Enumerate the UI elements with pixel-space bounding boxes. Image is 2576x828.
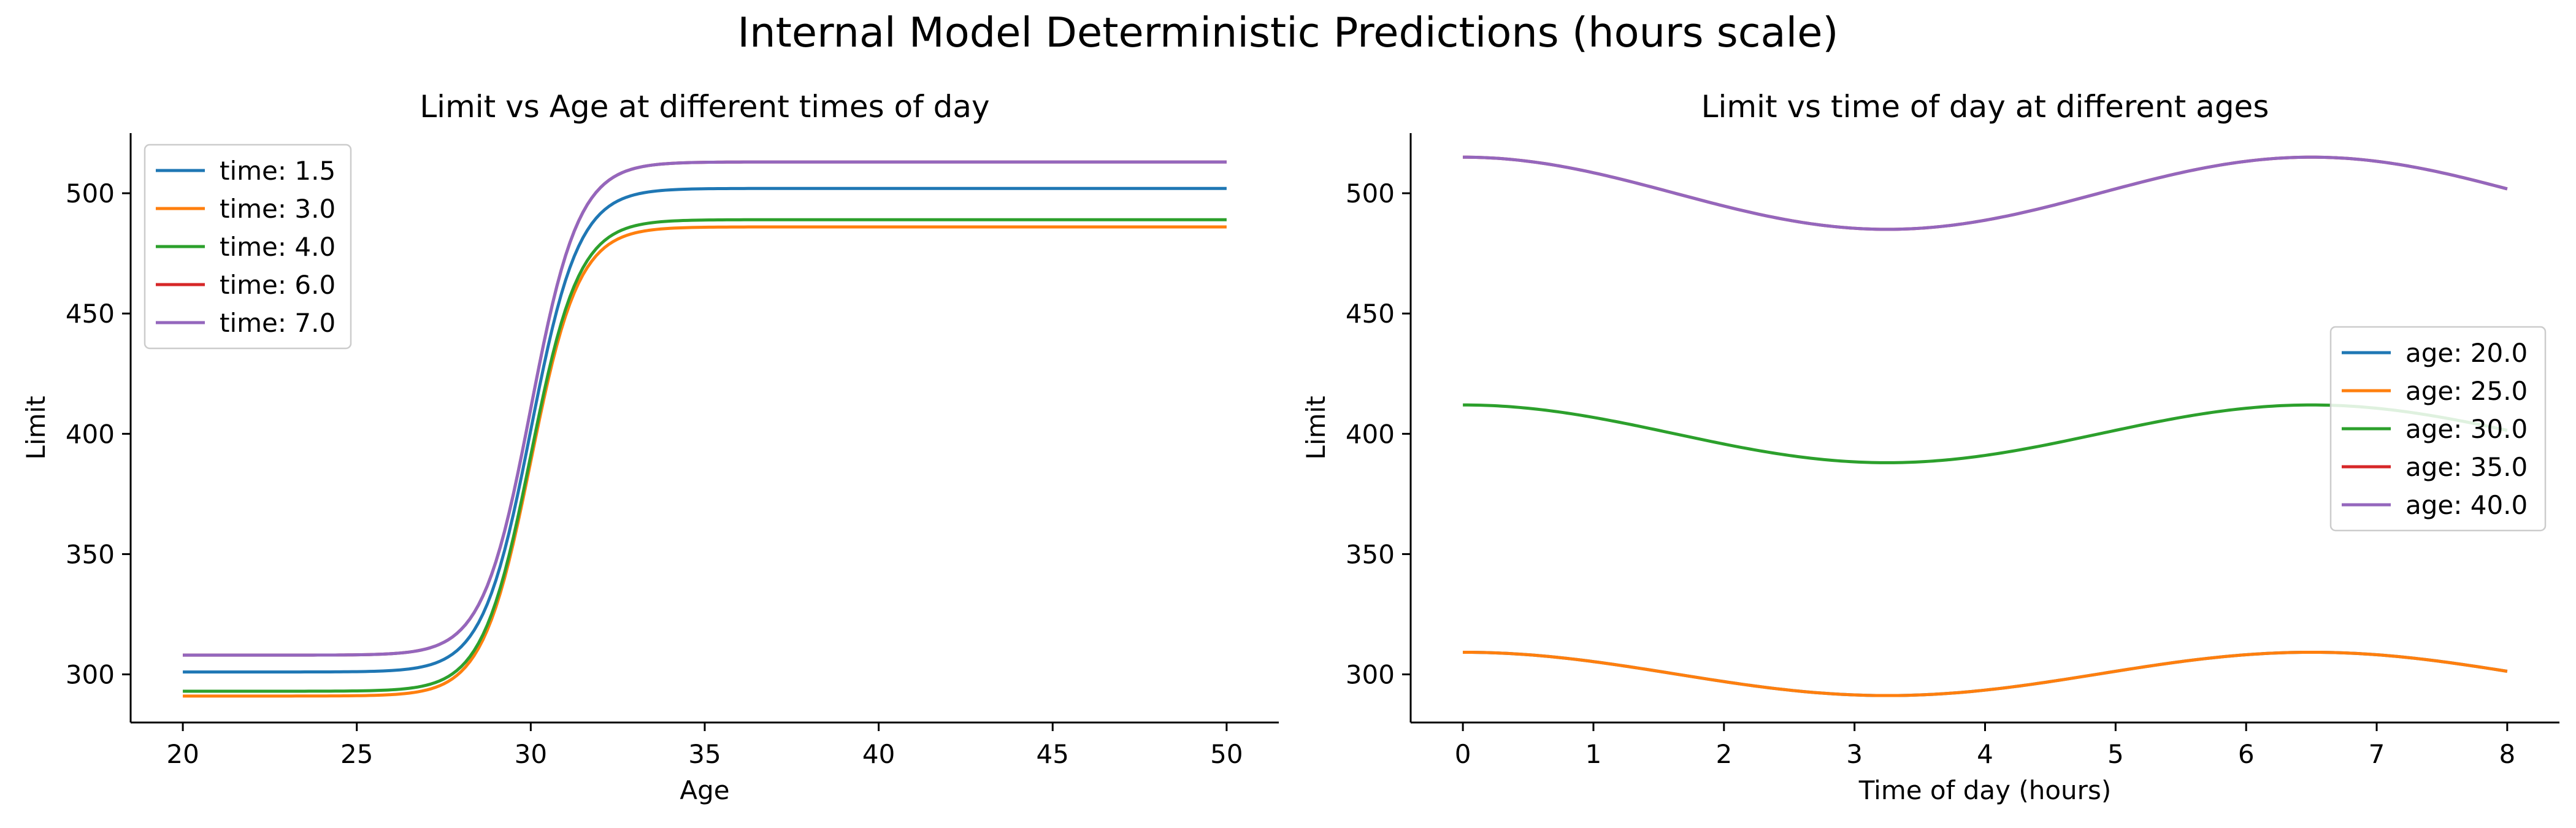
legend-label: time: 1.5: [220, 156, 335, 186]
x-tick-label: 30: [515, 739, 547, 769]
x-tick-label: 4: [1977, 739, 1993, 769]
legend-label: time: 6.0: [220, 270, 335, 300]
y-tick-label: 400: [66, 419, 115, 449]
series-line-2: [183, 225, 1227, 698]
legend-label: age: 35.0: [2405, 452, 2528, 482]
y-axis-label: Limit: [1301, 396, 1331, 459]
y-axis-label: Limit: [21, 396, 51, 459]
x-tick-label: 0: [1455, 739, 1471, 769]
series-line-5: [183, 160, 1227, 657]
x-tick-label: 25: [340, 739, 373, 769]
series-line-1: [183, 186, 1227, 674]
legend: age: 20.0 age: 25.0 age: 30.0 age: 35.0 age:…: [2329, 326, 2547, 532]
y-tick-label: 350: [1346, 539, 1395, 569]
y-tick-label: 300: [1346, 660, 1395, 690]
series-line-2: [1463, 650, 2508, 697]
x-tick-label: 6: [2238, 739, 2255, 769]
x-tick-label: 20: [166, 739, 199, 769]
x-tick-label: 8: [2499, 739, 2515, 769]
legend: time: 1.5 time: 3.0 time: 4.0 time: 6.0 time…: [144, 144, 352, 350]
y-tick-label: 450: [1346, 299, 1395, 329]
y-tick-label: 450: [66, 299, 115, 329]
x-axis-label: Age: [680, 775, 729, 805]
x-tick-label: 35: [688, 739, 721, 769]
x-axis-label: Time of day (hours): [1858, 775, 2111, 805]
legend-frame: [2329, 326, 2547, 532]
x-tick-label: 50: [1210, 739, 1243, 769]
legend-label: age: 30.0: [2405, 414, 2528, 444]
series-line-5: [1463, 155, 2508, 231]
chart-1: Limit vs Age at different times of day 20…: [21, 89, 1279, 805]
chart-2: Limit vs time of day at different ages 0 1…: [1301, 89, 2559, 805]
y-tick-label: 500: [1346, 178, 1395, 209]
x-tick-label: 2: [1715, 739, 1732, 769]
series-line-4: [1463, 155, 2508, 231]
x-tick-label: 5: [2107, 739, 2124, 769]
subplot-title: Limit vs Age at different times of day: [420, 89, 989, 125]
legend-label: time: 7.0: [220, 308, 335, 338]
legend-label: age: 40.0: [2405, 490, 2528, 520]
figure-title: Internal Model Deterministic Predictions…: [737, 9, 1839, 56]
y-tick-label: 300: [66, 660, 115, 690]
y-tick-label: 400: [1346, 419, 1395, 449]
x-tick-label: 3: [1846, 739, 1863, 769]
y-tick-label: 500: [66, 178, 115, 209]
legend-label: age: 20.0: [2405, 338, 2528, 368]
x-tick-label: 1: [1585, 739, 1602, 769]
subplot-title: Limit vs time of day at different ages: [1701, 89, 2269, 125]
x-tick-label: 7: [2369, 739, 2385, 769]
legend-label: age: 25.0: [2405, 376, 2528, 406]
legend-frame: [144, 144, 352, 350]
y-tick-label: 350: [66, 539, 115, 569]
legend-label: time: 3.0: [220, 194, 335, 224]
x-tick-label: 45: [1037, 739, 1069, 769]
legend-label: time: 4.0: [220, 232, 335, 262]
x-tick-label: 40: [862, 739, 895, 769]
series-line-3: [183, 218, 1227, 693]
